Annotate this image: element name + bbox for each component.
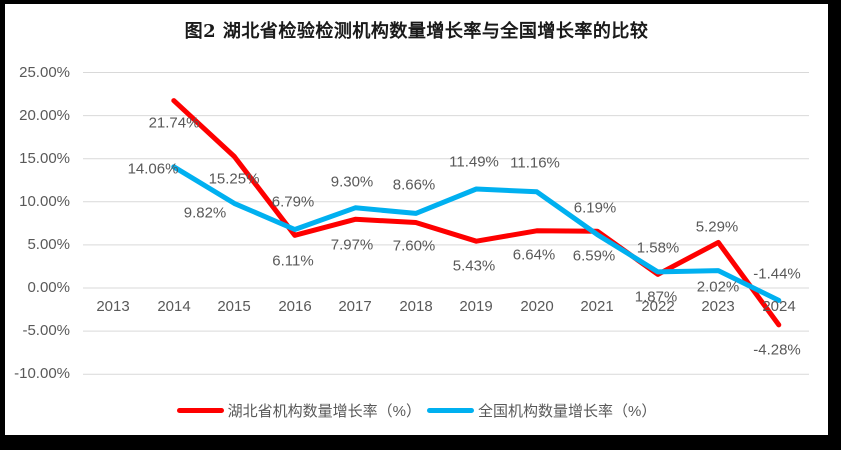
data-label-hubei-2020: 6.64% xyxy=(512,246,556,264)
data-label-national-2018: 8.66% xyxy=(392,176,436,194)
legend-item-hubei: 湖北省机构数量增长率（%） xyxy=(176,400,421,421)
data-label-hubei-2021: 6.59% xyxy=(572,247,616,265)
legend-line-swatch-national xyxy=(427,408,474,413)
y-axis-tick-label: 15.00% xyxy=(19,150,70,167)
plot-area-svg xyxy=(83,72,809,375)
data-label-hubei-2014: 21.74% xyxy=(148,114,200,132)
x-axis-tick-label: 2015 xyxy=(217,298,251,315)
data-label-hubei-2016: 6.11% xyxy=(272,252,314,270)
data-label-hubei-2018: 7.60% xyxy=(392,237,436,255)
data-label-hubei-2022: 1.58% xyxy=(636,239,680,257)
legend-label-hubei: 湖北省机构数量增长率（%） xyxy=(227,403,421,420)
x-axis-tick-label: 2019 xyxy=(459,298,493,315)
x-axis-tick-label: 2016 xyxy=(278,298,312,315)
x-axis-tick-label: 2021 xyxy=(580,298,614,315)
data-label-hubei-2017: 7.97% xyxy=(330,236,374,254)
data-label-national-2020: 11.16% xyxy=(510,154,560,172)
x-axis-tick-label: 2023 xyxy=(701,298,735,315)
y-axis-tick-label: 20.00% xyxy=(19,107,70,124)
chart-legend: 湖北省机构数量增长率（%） 全国机构数量增长率（%） xyxy=(5,400,828,421)
legend-label-national: 全国机构数量增长率（%） xyxy=(478,403,657,420)
y-axis-tick-label: -5.00% xyxy=(22,322,70,339)
y-axis-tick-label: 0.00% xyxy=(27,279,70,296)
x-axis-tick-label: 2018 xyxy=(399,298,433,315)
x-axis-tick-label: 2020 xyxy=(520,298,554,315)
data-label-national-2016: 6.79% xyxy=(271,193,315,211)
x-axis-tick-label: 2024 xyxy=(762,298,796,315)
legend-line-swatch-hubei xyxy=(176,408,224,413)
legend-item-national: 全国机构数量增长率（%） xyxy=(427,400,656,421)
data-label-national-2022: 1.87% xyxy=(634,288,678,306)
data-label-hubei-2015: 15.25% xyxy=(208,170,260,188)
y-axis-tick-label: -10.00% xyxy=(14,365,70,382)
x-axis-tick-label: 2013 xyxy=(96,298,130,315)
data-label-hubei-2019: 5.43% xyxy=(452,257,496,275)
data-label-national-2017: 9.30% xyxy=(330,173,374,191)
y-axis-tick-label: 5.00% xyxy=(27,236,70,253)
data-label-national-2024: -1.44% xyxy=(753,265,801,283)
data-label-national-2015: 9.82% xyxy=(183,204,227,222)
data-label-national-2023: 2.02% xyxy=(696,278,740,296)
chart-title: 图2 湖北省检验检测机构数量增长率与全国增长率的比较 xyxy=(184,21,649,42)
x-axis-tick-label: 2017 xyxy=(338,298,372,315)
chart-card: 图2 湖北省检验检测机构数量增长率与全国增长率的比较 25.00% 20.00% 1… xyxy=(5,4,828,435)
y-axis-tick-label: 25.00% xyxy=(19,64,70,81)
data-label-hubei-2024: -4.28% xyxy=(753,341,801,359)
x-axis-tick-label: 2022 xyxy=(641,298,675,315)
y-axis-tick-label: 10.00% xyxy=(19,193,70,210)
data-label-national-2019: 11.49% xyxy=(449,153,499,171)
data-label-national-2021: 6.19% xyxy=(573,199,617,217)
series-line-hubei xyxy=(171,98,782,328)
series-line-national xyxy=(171,164,782,303)
data-label-hubei-2023: 5.29% xyxy=(695,218,739,236)
data-label-national-2014: 14.06% xyxy=(127,160,179,178)
x-axis-tick-label: 2014 xyxy=(157,298,191,315)
